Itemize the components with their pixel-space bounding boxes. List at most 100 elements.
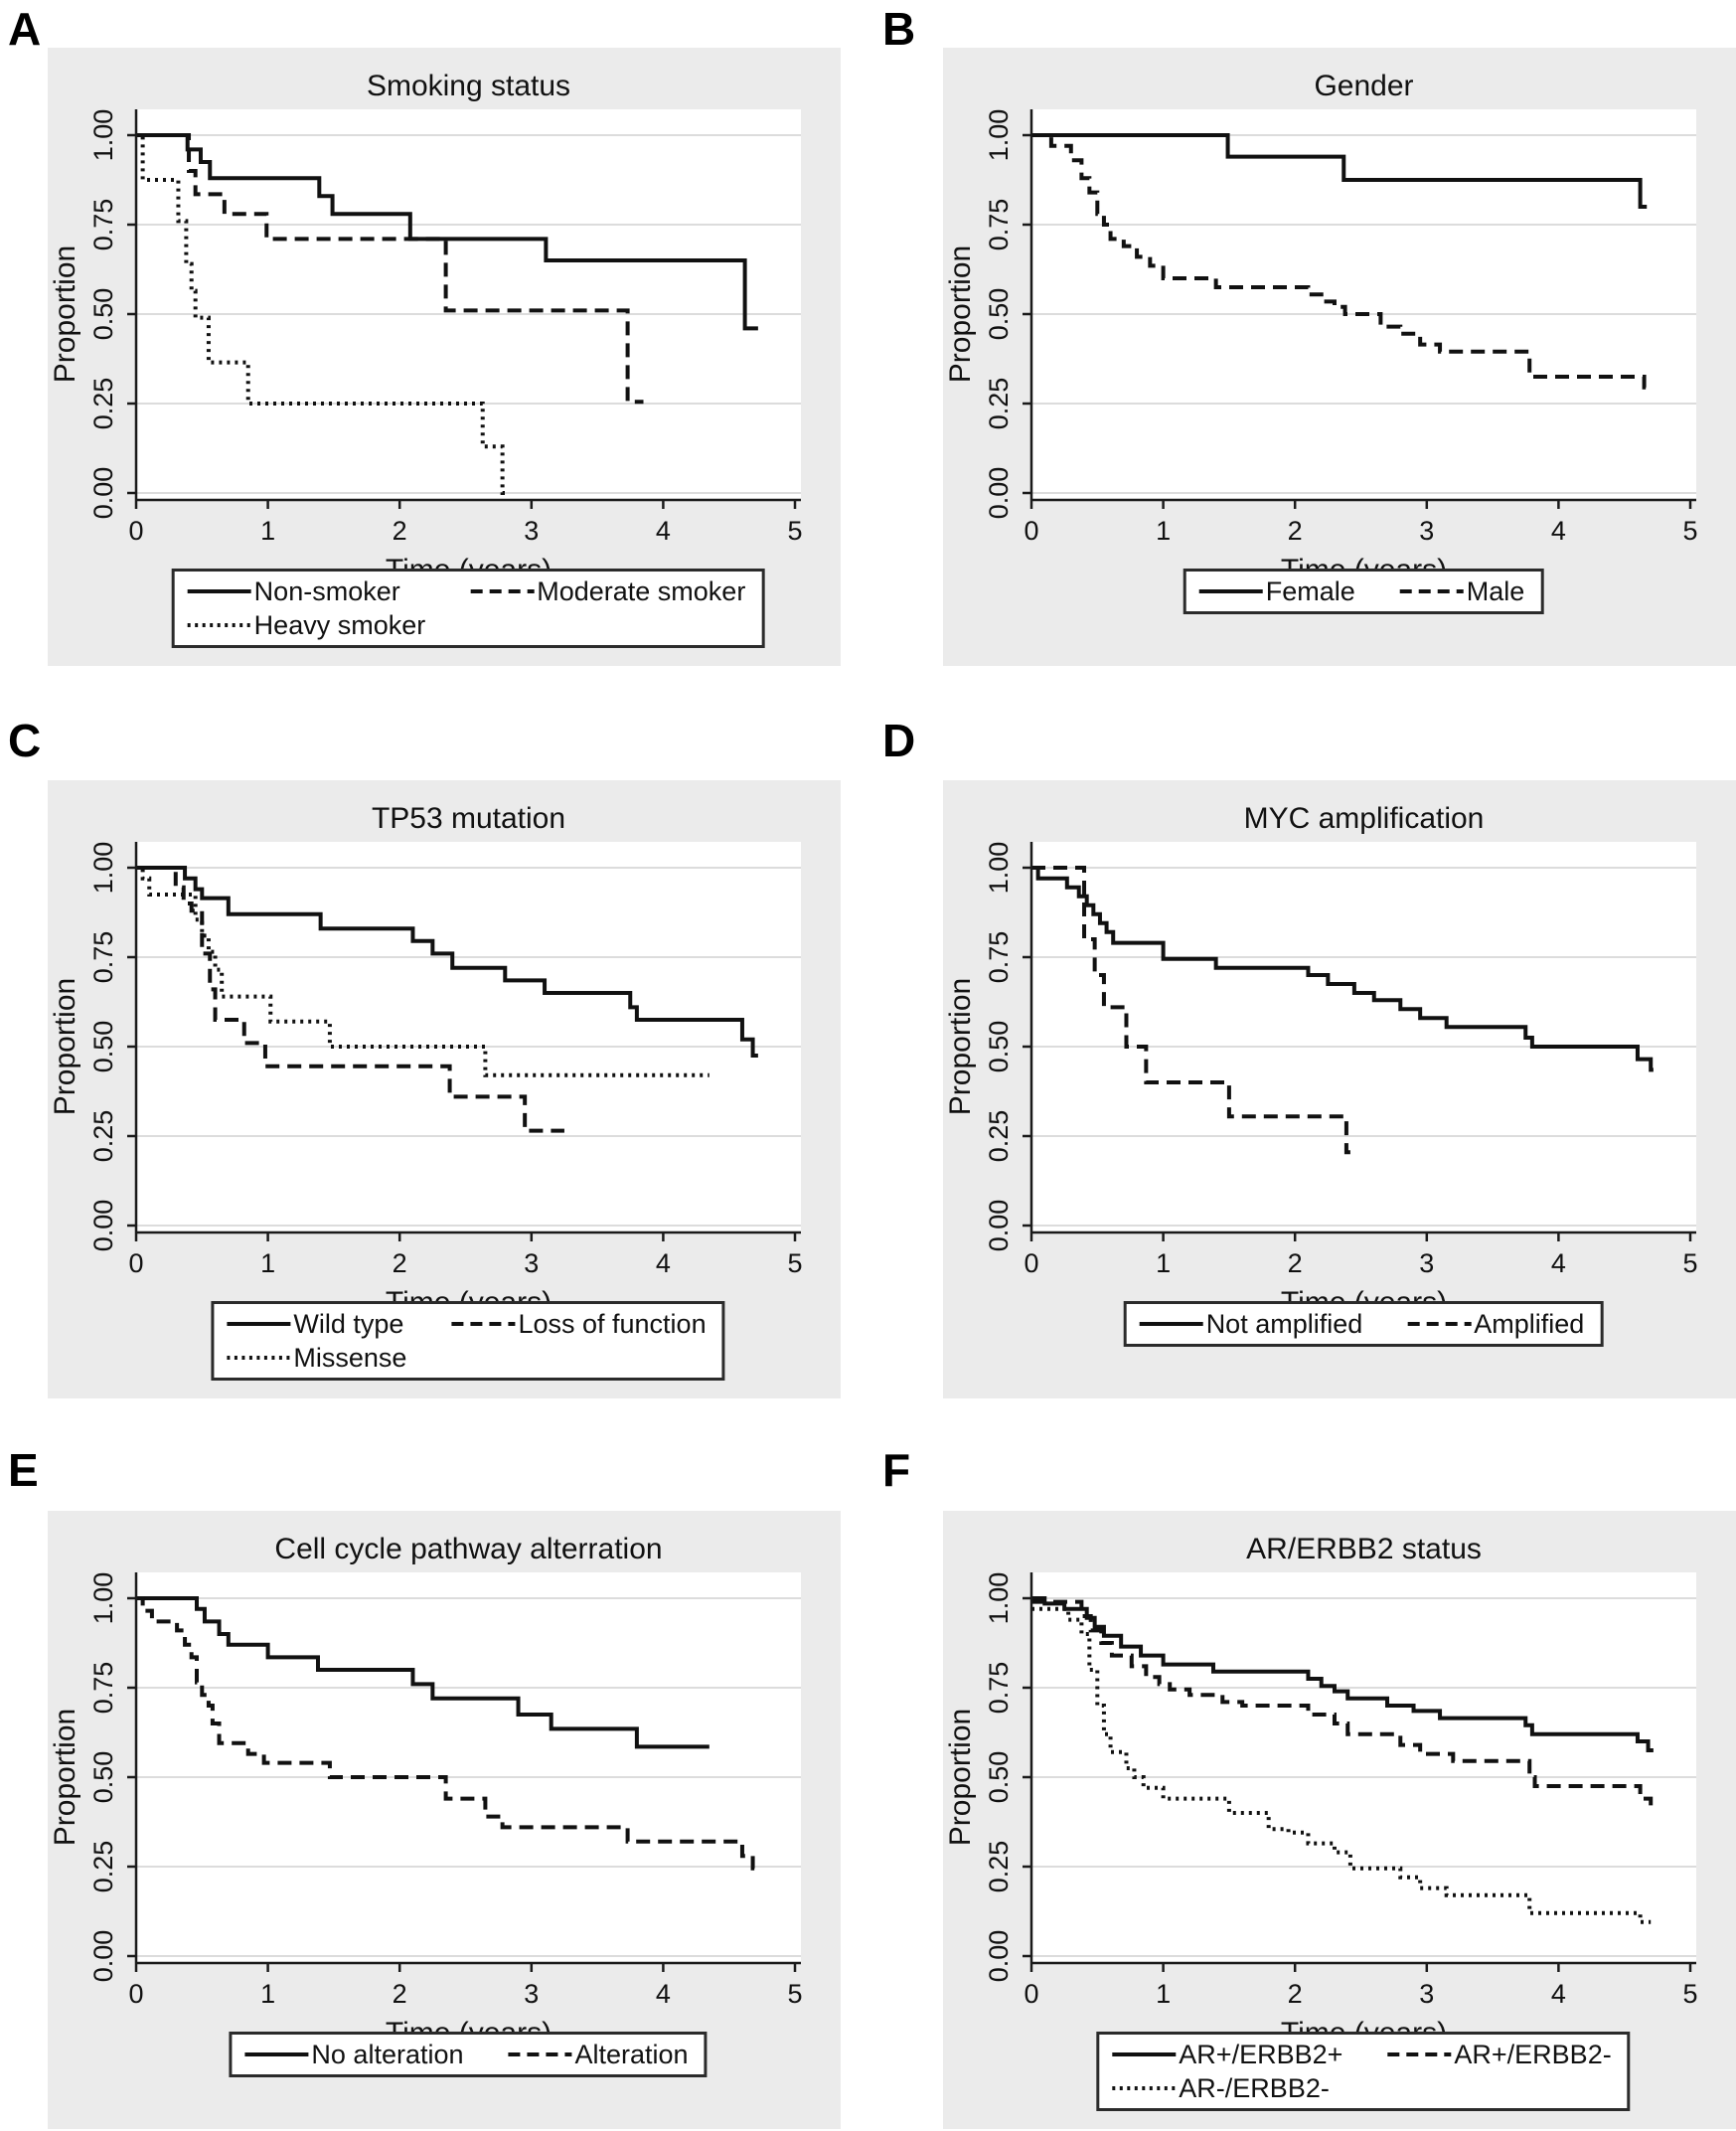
- x-tick-label: 2: [1288, 1979, 1303, 2009]
- x-tick-label: 4: [656, 516, 671, 546]
- y-axis-title: Proportion: [944, 1709, 977, 1846]
- x-tick-label: 3: [524, 1979, 539, 2009]
- legend-label: Wild type: [293, 1308, 404, 1339]
- x-tick-label: 4: [1551, 1248, 1566, 1278]
- chart-title: MYC amplification: [1243, 802, 1485, 835]
- panel-letter-f: F: [882, 1444, 911, 1496]
- panel-cell-cycle-pathway: Cell cycle pathway alterration 0 1 2 3 4 5 0.0…: [48, 1511, 841, 2129]
- series-alteration-curve: [136, 1596, 758, 1871]
- y-tick-label: 0.75: [88, 199, 118, 251]
- panel-myc-amplification: MYC amplification 0 1 2 3 4 5 0.00 0.25 0.50 0.75…: [943, 780, 1736, 1398]
- y-tick-label: 0.00: [984, 467, 1014, 520]
- dashed-line-sample-icon: [1407, 1322, 1472, 1326]
- dotted-line-sample-icon: [1112, 2086, 1177, 2090]
- y-axis-title: Proportion: [49, 978, 81, 1115]
- series-moderate-smoker-curve: [136, 133, 644, 405]
- y-tick-label: 0.25: [984, 1841, 1014, 1893]
- y-tick-label: 0.25: [984, 378, 1014, 430]
- legend-item-ar-erbb2: AR-/ERBB2-: [1111, 2071, 1342, 2105]
- x-tick-label: 5: [1682, 1979, 1697, 2009]
- dashed-line-sample-icon: [508, 2052, 572, 2056]
- dashed-line-sample-icon: [1399, 589, 1464, 593]
- x-tick-label: 4: [1551, 516, 1566, 546]
- y-tick-label: 0.25: [88, 1110, 118, 1163]
- x-tick-label: 3: [1419, 1248, 1434, 1278]
- x-tick-label: 0: [1024, 1248, 1038, 1278]
- solid-line-sample-icon: [227, 1322, 291, 1326]
- x-tick-label: 1: [260, 1979, 275, 2009]
- legend-item-alteration: Alteration: [508, 2038, 689, 2071]
- y-tick-label: 0.50: [88, 1751, 118, 1804]
- legend-item-wild-type: Wild type: [226, 1307, 406, 1341]
- panel-letter-c: C: [8, 715, 42, 766]
- y-tick-label: 0.50: [984, 1751, 1014, 1804]
- y-tick-label: 0.75: [984, 1662, 1014, 1715]
- x-tick-label: 1: [1156, 516, 1171, 546]
- panel-letter-d: D: [882, 715, 916, 766]
- legend-smoking-status: Non-smoker Moderate smoker Heavy smoker: [171, 569, 765, 648]
- legend-item-no-alteration: No alteration: [243, 2038, 464, 2071]
- solid-line-sample-icon: [1198, 589, 1263, 593]
- x-tick-label: 1: [260, 1248, 275, 1278]
- legend-item-not-amplified: Not amplified: [1139, 1307, 1363, 1341]
- legend-label: No alteration: [311, 2039, 464, 2069]
- series-missense-curve: [136, 866, 710, 1077]
- plot-area: [136, 1572, 801, 1963]
- legend-label: Female: [1265, 575, 1355, 606]
- series-female-curve: [1031, 133, 1648, 209]
- panel-smoking-status: Smoking status 0 1 2 3 4 5 0.00 0.25 0.50 0.75 1.0…: [48, 48, 841, 666]
- legend-item-missense: Missense: [226, 1341, 406, 1375]
- x-tick-label: 3: [1419, 1979, 1434, 2009]
- dashed-line-sample-icon: [470, 589, 535, 593]
- x-tick-label: 1: [1156, 1979, 1171, 2009]
- x-tick-label: 5: [1682, 1248, 1697, 1278]
- legend-tp53-mutation: Wild type Loss of function Missense: [211, 1301, 725, 1381]
- x-tick-label: 4: [656, 1248, 671, 1278]
- y-tick-label: 1.00: [984, 109, 1014, 162]
- legend-label: AR-/ERBB2-: [1179, 2072, 1330, 2103]
- legend-item-loss-of-function: Loss of function: [450, 1307, 707, 1341]
- x-tick-label: 2: [1288, 1248, 1303, 1278]
- x-tick-label: 5: [787, 1248, 802, 1278]
- legend-label: Not amplified: [1205, 1308, 1363, 1339]
- legend-label: Male: [1466, 575, 1525, 606]
- y-axis-title: Proportion: [944, 978, 977, 1115]
- series-non-smoker-curve: [136, 133, 758, 331]
- solid-line-sample-icon: [1112, 2052, 1177, 2056]
- plot-area: [1031, 1572, 1696, 1963]
- y-axis-title: Proportion: [49, 246, 81, 383]
- chart-title: Smoking status: [366, 70, 571, 102]
- x-tick-label: 0: [128, 1248, 143, 1278]
- legend-ar-erbb2-status: AR+/ERBB2+ AR+/ERBB2- AR-/ERBB2-: [1096, 2032, 1631, 2111]
- x-tick-label: 4: [1551, 1979, 1566, 2009]
- y-tick-label: 1.00: [984, 1572, 1014, 1625]
- legend-label: Missense: [293, 1342, 407, 1373]
- x-tick-label: 1: [1156, 1248, 1171, 1278]
- x-tick-label: 5: [787, 516, 802, 546]
- series-male-curve: [1031, 133, 1654, 390]
- legend-item-male: Male: [1399, 574, 1525, 608]
- x-tick-label: 2: [393, 516, 407, 546]
- legend-cell-cycle-pathway: No alteration Alteration: [229, 2032, 708, 2077]
- y-tick-label: 0.00: [88, 467, 118, 520]
- y-tick-label: 0.75: [984, 199, 1014, 251]
- panel-letter-e: E: [8, 1444, 39, 1496]
- y-tick-label: 0.00: [984, 1200, 1014, 1252]
- panel-letter-b: B: [882, 3, 916, 55]
- y-tick-label: 0.00: [88, 1930, 118, 1983]
- y-tick-label: 0.75: [984, 931, 1014, 984]
- series-wild-type-curve: [136, 866, 758, 1058]
- panel-letter-a: A: [8, 3, 42, 55]
- legend-item-ar-erbb2: AR+/ERBB2-: [1386, 2038, 1612, 2071]
- x-tick-label: 3: [524, 516, 539, 546]
- chart-title: Cell cycle pathway alterration: [274, 1533, 663, 1565]
- x-tick-label: 2: [393, 1248, 407, 1278]
- series-no-alteration-curve: [136, 1596, 710, 1749]
